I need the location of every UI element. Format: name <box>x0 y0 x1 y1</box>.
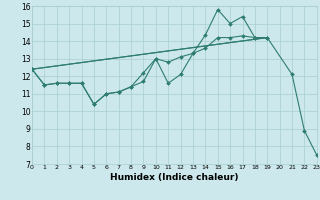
X-axis label: Humidex (Indice chaleur): Humidex (Indice chaleur) <box>110 173 239 182</box>
